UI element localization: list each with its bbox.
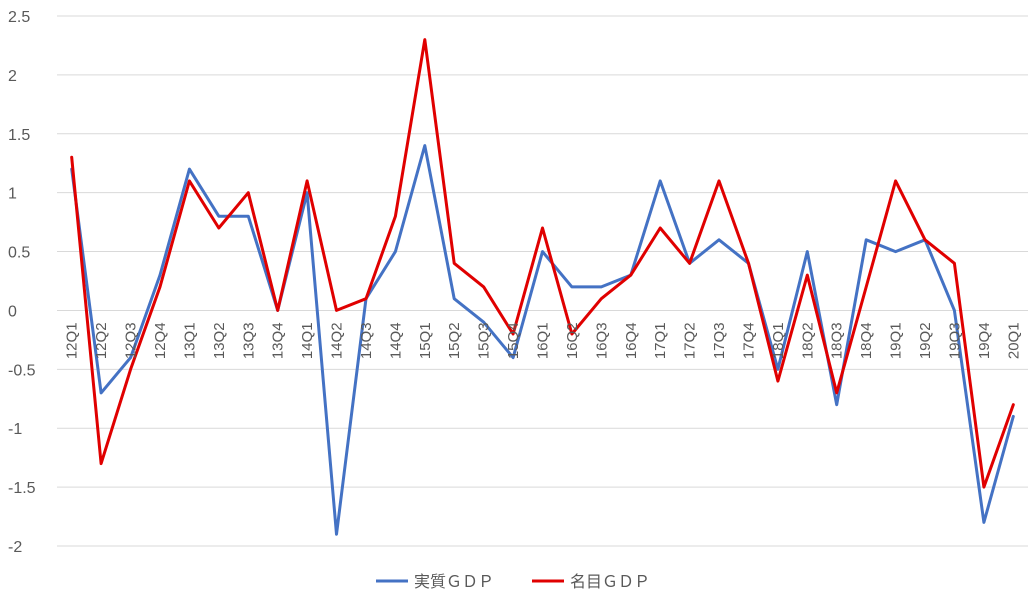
x-tick-label: 19Q3 (946, 322, 963, 359)
y-tick-label: -1.5 (8, 480, 36, 497)
y-tick-label: 0.5 (8, 245, 30, 262)
x-tick-label: 15Q3 (476, 322, 493, 359)
x-tick-label: 12Q1 (64, 322, 81, 359)
x-tick-label: 15Q2 (446, 322, 463, 359)
y-axis-tick-labels: 2.5 2 1.5 1 0.5 0 -0.5 -1 -1.5 -2 (8, 9, 36, 556)
x-tick-label: 17Q4 (740, 322, 757, 359)
y-tick-label: 2.5 (8, 9, 30, 26)
y-tick-label: -2 (8, 539, 22, 556)
x-axis-tick-labels: 12Q1 12Q2 12Q3 12Q4 13Q1 13Q2 13Q3 13Q4 14Q1 14Q2… (64, 322, 1023, 359)
x-tick-label: 15Q1 (417, 322, 434, 359)
x-tick-label: 14Q4 (387, 322, 404, 359)
x-tick-label: 13Q1 (181, 322, 198, 359)
x-tick-label: 16Q3 (593, 322, 610, 359)
x-tick-label: 17Q1 (652, 322, 669, 359)
x-tick-label: 18Q3 (829, 322, 846, 359)
y-tick-label: 2 (8, 68, 17, 85)
x-tick-label: 16Q2 (564, 322, 581, 359)
x-tick-label: 19Q2 (917, 322, 934, 359)
x-tick-label: 17Q2 (682, 322, 699, 359)
series-lines (70, 38, 1015, 536)
y-tick-label: -0.5 (8, 362, 36, 379)
x-tick-label: 13Q4 (270, 322, 287, 359)
y-tick-label: 0 (8, 303, 17, 320)
x-tick-label: 19Q4 (976, 322, 993, 359)
x-tick-label: 19Q1 (888, 322, 905, 359)
x-tick-label: 12Q2 (93, 322, 110, 359)
x-tick-label: 16Q4 (623, 322, 640, 359)
x-tick-label: 14Q1 (299, 322, 316, 359)
series-line-1 (70, 38, 1015, 489)
x-tick-label: 16Q1 (535, 322, 552, 359)
legend-label: 実質ＧＤＰ (414, 573, 494, 591)
x-tick-label: 12Q4 (152, 322, 169, 359)
x-tick-label: 14Q2 (329, 322, 346, 359)
x-tick-label: 20Q1 (1005, 322, 1022, 359)
x-tick-label: 13Q2 (211, 322, 228, 359)
x-tick-label: 12Q3 (123, 322, 140, 359)
y-tick-label: -1 (8, 421, 22, 438)
x-tick-label: 15Q4 (505, 322, 522, 359)
x-tick-label: 18Q4 (858, 322, 875, 359)
y-tick-label: 1.5 (8, 127, 30, 144)
x-tick-label: 13Q3 (240, 322, 257, 359)
x-tick-label: 17Q3 (711, 322, 728, 359)
x-tick-label: 18Q1 (770, 322, 787, 359)
gridlines (57, 15, 1028, 547)
x-tick-label: 18Q2 (799, 322, 816, 359)
x-tick-label: 14Q3 (358, 322, 375, 359)
legend: 実質ＧＤＰ 名目ＧＤＰ (376, 573, 650, 591)
legend-label: 名目ＧＤＰ (570, 573, 650, 591)
y-tick-label: 1 (8, 186, 17, 203)
